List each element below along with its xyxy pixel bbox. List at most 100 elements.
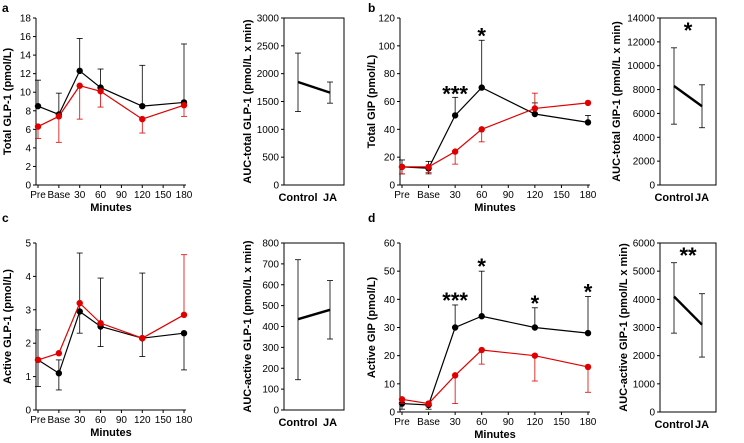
y-tick-label: 20 — [384, 153, 396, 164]
y-tick-label: 18 — [20, 14, 32, 25]
data-point-ja — [139, 334, 146, 342]
y-tick-label: 4 — [25, 143, 31, 154]
data-point-ja — [531, 352, 539, 359]
significance-marker: *** — [442, 82, 468, 107]
x-axis-label: Minutes — [90, 427, 132, 439]
auc-y-tick-label: 400 — [262, 322, 279, 333]
auc-y-tick-label: 6000 — [633, 109, 656, 120]
auc-frame — [283, 17, 345, 186]
x-tick-label: 120 — [527, 190, 544, 201]
auc-y-tick-label: 2000 — [633, 351, 656, 362]
data-point-control — [55, 370, 63, 377]
auc-x-tick-label: JA — [323, 417, 337, 429]
x-tick-label: Base — [47, 415, 70, 426]
x-tick-label: Pre — [30, 190, 46, 201]
x-tick-label: Pre — [30, 415, 46, 426]
x-tick-label: 60 — [476, 190, 488, 201]
data-point-control — [531, 110, 539, 118]
y-axis-label: Active GIP (pmol/L) — [366, 277, 378, 379]
data-point-ja — [55, 350, 63, 357]
auc-chart-b: 0 2000 4000 6000 8000 10000 12000 14000 Control J… — [611, 14, 717, 204]
data-point-ja — [451, 148, 459, 155]
line-chart-d: 0 10 20 30 40 50 60 Pre Base 30 60 90 120 150 180 Minut… — [366, 239, 597, 442]
x-tick-label: 180 — [176, 190, 193, 201]
x-tick-label: 60 — [95, 415, 107, 426]
auc-x-tick-label: Control — [278, 417, 317, 429]
data-point-ja — [180, 102, 188, 109]
y-tick-label: 60 — [384, 239, 396, 250]
data-point-ja — [425, 163, 432, 171]
significance-marker: *** — [442, 288, 468, 313]
auc-x-tick-label: JA — [323, 192, 337, 204]
y-tick-label: 6 — [25, 125, 31, 136]
auc-y-axis-label: AUC-total GLP-1 (pmol/L x min) — [242, 19, 254, 184]
x-tick-label: 90 — [503, 190, 515, 201]
x-tick-label: 180 — [176, 415, 193, 426]
auc-y-tick-label: 0 — [649, 408, 655, 419]
significance-marker: * — [477, 23, 486, 48]
x-axis-label: Minutes — [474, 429, 516, 441]
x-tick-label: Base — [417, 417, 440, 428]
auc-y-tick-label: 100 — [262, 385, 279, 396]
auc-y-tick-label: 4000 — [633, 295, 656, 306]
x-tick-label: Base — [47, 190, 70, 201]
y-tick-label: 14 — [20, 51, 32, 62]
x-tick-label: 30 — [450, 190, 462, 201]
y-tick-label: 40 — [384, 295, 396, 306]
line-chart-a: 0 2 4 6 8 10 12 14 16 18 Pre Base 30 60 90 120 150 180 Min… — [2, 14, 193, 215]
auc-y-tick-label: 8000 — [633, 85, 656, 96]
auc-y-axis-label: AUC-active GLP-1 (pmol/L x min) — [242, 240, 254, 412]
data-point-control — [180, 329, 188, 337]
auc-y-tick-label: 0 — [273, 181, 279, 192]
data-point-ja — [34, 356, 42, 364]
data-point-ja — [139, 115, 146, 123]
data-point-ja — [55, 113, 63, 120]
data-point-control — [76, 308, 83, 315]
auc-y-tick-label: 0 — [273, 406, 279, 417]
x-axis-label: Minutes — [474, 202, 516, 214]
y-tick-label: 30 — [384, 323, 396, 334]
y-axis-label: Total GIP (pmol/L) — [366, 54, 378, 148]
panel-a: a 0 2 4 6 8 10 12 14 16 18 Pre Base 30 60 90 120 150 180 M… — [2, 1, 345, 215]
y-tick-label: 0 — [25, 181, 31, 192]
data-point-ja — [584, 363, 592, 371]
data-point-ja — [180, 311, 188, 319]
significance-marker: * — [531, 291, 540, 316]
auc-y-tick-label: 1000 — [257, 125, 280, 136]
panel-d: d 0 10 20 30 40 50 60 Pre Base 30 60 90 120 150 180 Min… — [366, 211, 717, 442]
y-tick-label: 1 — [25, 372, 31, 383]
x-tick-label: 60 — [95, 190, 107, 201]
data-point-ja — [76, 299, 83, 307]
x-tick-label: 150 — [553, 417, 570, 428]
x-tick-label: 30 — [74, 190, 86, 201]
auc-significance-marker: ** — [679, 243, 697, 268]
data-point-ja — [97, 319, 104, 327]
y-tick-label: 20 — [384, 351, 396, 362]
panel-letter-c: c — [2, 211, 9, 225]
y-tick-label: 5 — [25, 239, 31, 250]
auc-frame — [659, 17, 717, 186]
auc-x-tick-label: JA — [695, 192, 709, 204]
data-point-ja — [398, 396, 406, 403]
y-tick-label: 40 — [384, 125, 396, 136]
auc-significance-marker: * — [684, 18, 693, 43]
auc-y-tick-label: 600 — [262, 280, 279, 291]
auc-y-tick-label: 300 — [262, 343, 279, 354]
auc-y-tick-label: 500 — [262, 153, 279, 164]
line-chart-b: 0 20 40 60 80 100 120 Pre Base 30 60 90 120 150 180 Min… — [366, 14, 597, 215]
series-line-control — [401, 86, 589, 169]
y-tick-label: 0 — [389, 181, 395, 192]
y-tick-label: 8 — [25, 106, 31, 117]
y-tick-label: 100 — [378, 41, 395, 52]
auc-y-tick-label: 12000 — [627, 37, 655, 48]
auc-y-axis-label: AUC-active GIP-1 (pmol/L x min) — [618, 243, 630, 412]
y-tick-label: 4 — [25, 272, 31, 283]
series-line-ja — [37, 302, 185, 361]
auc-frame — [283, 242, 345, 411]
auc-y-tick-label: 4000 — [633, 133, 656, 144]
auc-y-tick-label: 700 — [262, 259, 279, 270]
series-line-control — [37, 310, 185, 375]
auc-chart-d: 0 1000 2000 3000 4000 5000 6000 Control JA AUC-ac… — [618, 239, 717, 431]
y-tick-label: 2 — [25, 339, 31, 350]
auc-mean-line — [673, 85, 703, 108]
